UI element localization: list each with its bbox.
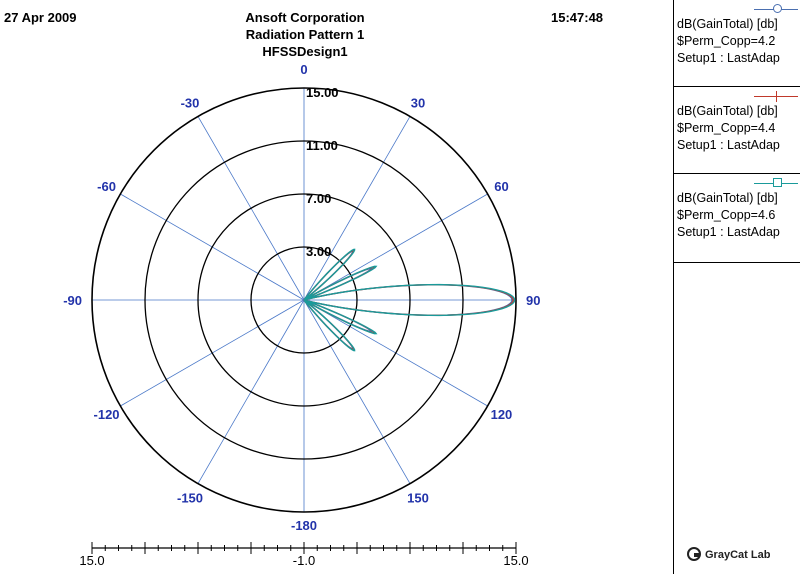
radial-tick-label: 11.00: [306, 138, 338, 153]
radial-tick-label: 15.00: [306, 85, 339, 100]
legend-entry-1[interactable]: dB(GainTotal) [db] $Perm_Copp=4.2 Setup1…: [674, 0, 800, 87]
design-name: HFSSDesign1: [262, 44, 348, 59]
polar-grid: [91, 87, 517, 513]
grid-circle-1: [197, 193, 411, 407]
legend-1-line3: Setup1 : LastAdap: [677, 51, 780, 65]
radial-tick-label: 3.00: [306, 244, 331, 259]
angle-tick-label: 90: [526, 293, 540, 308]
radial-scale-bar: 15.0 -1.0 15.0: [79, 542, 529, 568]
legend-2-line1: dB(GainTotal) [db]: [677, 104, 778, 118]
legend-swatch-2: [674, 87, 800, 103]
angle-tick-label: -150: [177, 490, 203, 505]
angle-tick-label: -60: [97, 179, 116, 194]
angle-tick-label: -30: [181, 96, 200, 111]
legend-3-line2: $Perm_Copp=4.6: [677, 208, 776, 222]
angle-tick-label: -120: [94, 407, 120, 422]
grid-circle-0: [250, 246, 358, 354]
title-block: Ansoft Corporation Radiation Pattern 1 H…: [205, 9, 405, 60]
square-marker-icon: [773, 178, 782, 187]
radial-tick-label: 7.00: [306, 191, 331, 206]
angle-tick-label: 120: [491, 407, 513, 422]
grid-circle-2: [144, 140, 464, 460]
trace-series-3: [303, 248, 516, 352]
legend-2-line3: Setup1 : LastAdap: [677, 138, 780, 152]
legend[interactable]: dB(GainTotal) [db] $Perm_Copp=4.2 Setup1…: [673, 0, 800, 574]
legend-1-line2: $Perm_Copp=4.2: [677, 34, 776, 48]
legend-3-line1: dB(GainTotal) [db]: [677, 191, 778, 205]
legend-entry-3[interactable]: dB(GainTotal) [db] $Perm_Copp=4.6 Setup1…: [674, 174, 800, 263]
angle-tick-label: 30: [411, 96, 425, 111]
grid-circle-3: [91, 87, 517, 513]
date-label: 27 Apr 2009: [4, 10, 77, 25]
polar-chart[interactable]: 3.00 7.00 11.00 15.00 0 30 60 90 120 150 -180 -150…: [0, 0, 670, 574]
circle-marker-icon: [773, 4, 782, 13]
legend-3-line3: Setup1 : LastAdap: [677, 225, 780, 239]
legend-entry-2[interactable]: dB(GainTotal) [db] $Perm_Copp=4.4 Setup1…: [674, 87, 800, 174]
plot-title: Radiation Pattern 1: [245, 27, 365, 42]
plus-marker-icon: [776, 91, 777, 102]
angle-tick-label: 0: [300, 62, 307, 77]
angle-tick-label: 150: [407, 490, 429, 505]
angle-tick-label: -90: [63, 293, 82, 308]
angle-tick-labels: 0 30 60 90 120 150 -180 -150 -120 -90 -60 -30: [63, 62, 540, 533]
angle-tick-label: -180: [291, 518, 317, 533]
brand-watermark: GrayCat Lab: [687, 547, 770, 561]
radial-tick-labels: 3.00 7.00 11.00 15.00: [306, 85, 339, 259]
legend-1-line1: dB(GainTotal) [db]: [677, 17, 778, 31]
series-traces: [303, 248, 516, 352]
company-name: Ansoft Corporation: [245, 10, 365, 25]
scale-tick-label: 15.0: [503, 553, 528, 568]
legend-swatch-1: [674, 0, 800, 16]
angle-tick-label: 60: [494, 179, 508, 194]
legend-swatch-3: [674, 174, 800, 190]
scale-tick-label: -1.0: [293, 553, 315, 568]
legend-2-line2: $Perm_Copp=4.4: [677, 121, 776, 135]
brand-name: GrayCat Lab: [705, 549, 771, 561]
scale-tick-label: 15.0: [79, 553, 104, 568]
time-label: 15:47:48: [551, 10, 604, 25]
graycat-logo-icon: [687, 547, 701, 561]
